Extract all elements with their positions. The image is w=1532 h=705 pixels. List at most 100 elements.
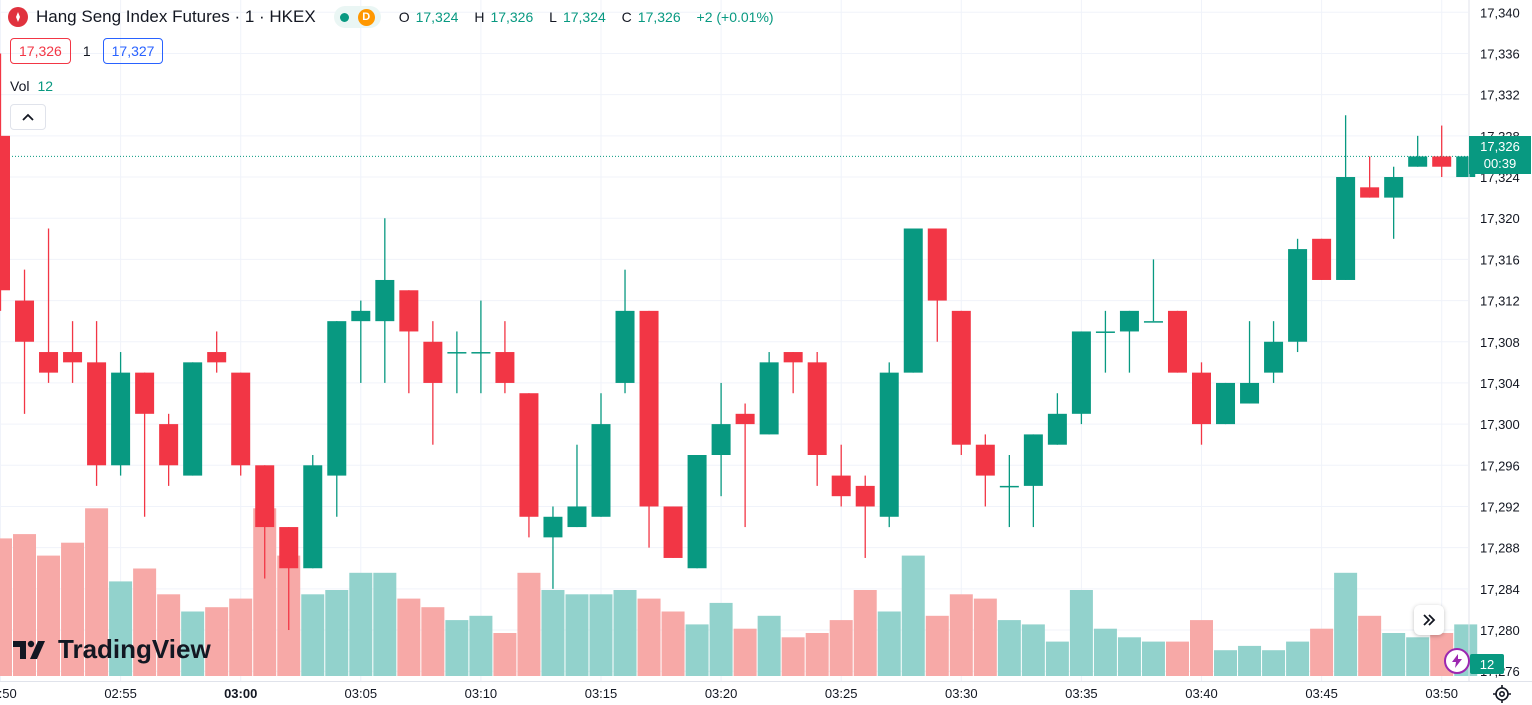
volume-bar xyxy=(1021,624,1045,676)
volume-bar xyxy=(877,611,901,676)
open-value: 17,324 xyxy=(415,9,459,25)
candle-body xyxy=(687,455,707,569)
bar-countdown: 00:39 xyxy=(1483,156,1517,171)
volume-bar xyxy=(493,633,517,676)
candle-body xyxy=(1071,331,1091,414)
time-tick-label: 03:20 xyxy=(705,686,738,701)
time-tick-label: 03:50 xyxy=(1425,686,1458,701)
volume-bar xyxy=(1190,620,1213,676)
candle-body xyxy=(735,413,755,425)
time-tick-label: 02:50 xyxy=(0,686,17,701)
candle-body xyxy=(279,527,299,569)
time-tick-label: 03:15 xyxy=(585,686,618,701)
candle-body xyxy=(591,424,611,517)
volume-bar xyxy=(589,594,613,676)
volume-bar xyxy=(1358,615,1382,676)
candle-body xyxy=(1360,187,1380,198)
candle-body xyxy=(543,516,563,538)
volume-bar xyxy=(565,594,589,676)
volume-bar xyxy=(133,568,157,676)
volume-bar xyxy=(1117,637,1141,676)
buy-button[interactable]: 17,327 xyxy=(102,38,164,64)
volume-bar xyxy=(421,607,445,676)
volume-bar xyxy=(1262,650,1286,676)
time-axis[interactable]: 02:50 02:55 03:00 03:05 03:10 03:15 03:20 03:25… xyxy=(0,681,1532,702)
time-tick-label: 03:00 xyxy=(224,686,257,701)
volume-bar xyxy=(1310,628,1334,676)
candle-body xyxy=(903,228,923,373)
candle-body xyxy=(471,352,491,354)
market-status-pill[interactable]: D xyxy=(333,6,381,28)
candle-body xyxy=(1167,310,1187,373)
price-tick-label: 17,308 xyxy=(1480,335,1520,350)
candle-body xyxy=(87,362,107,466)
volume-bar xyxy=(445,620,469,676)
close-value: 17,326 xyxy=(637,9,681,25)
volume-legend: Vol 12 xyxy=(10,78,53,94)
candle-body xyxy=(231,372,251,466)
price-tick-label: 17,280 xyxy=(1480,623,1520,638)
time-tick-label: 03:05 xyxy=(345,686,378,701)
candle-body xyxy=(1432,156,1452,167)
price-axis[interactable]: 17,27617,28017,28417,28817,29217,29617,3… xyxy=(1468,0,1520,681)
volume-bar xyxy=(781,637,805,676)
collapse-legend-button[interactable] xyxy=(10,104,46,130)
candle-body xyxy=(0,135,10,291)
candle-body xyxy=(255,465,275,528)
candle-body xyxy=(615,310,635,383)
candle-body xyxy=(1119,310,1139,332)
volume-bar xyxy=(205,607,229,676)
candle-body xyxy=(663,506,683,558)
candle-body xyxy=(1240,382,1260,404)
sell-button[interactable]: 17,326 xyxy=(10,38,71,64)
last-price-value: 17,326 xyxy=(1480,139,1520,154)
time-tick-label: 03:30 xyxy=(945,686,978,701)
volume-bar xyxy=(301,594,325,676)
last-price-label: 17,326 00:39 xyxy=(1469,136,1531,174)
candle-body xyxy=(447,352,467,354)
volume-bar xyxy=(901,555,925,676)
double-chevron-right-icon xyxy=(1423,614,1436,626)
price-tick-label: 17,320 xyxy=(1480,211,1520,226)
volume-bars xyxy=(0,508,1478,676)
candles xyxy=(0,53,1476,631)
candle-body xyxy=(1216,382,1236,425)
low-value: 17,324 xyxy=(562,9,606,25)
tradingview-watermark[interactable]: TradingView xyxy=(12,634,211,665)
price-tick-label: 17,340 xyxy=(1480,5,1520,20)
candle-body xyxy=(783,352,803,363)
volume-bar xyxy=(925,615,949,676)
volume-bar xyxy=(1141,641,1165,676)
time-tick-label: 03:45 xyxy=(1305,686,1338,701)
candle-body xyxy=(1264,341,1284,373)
high-label: H xyxy=(474,9,485,25)
volume-bar xyxy=(541,590,565,676)
volume-bar xyxy=(757,615,781,676)
volume-bar xyxy=(949,594,973,676)
candle-body xyxy=(951,310,971,445)
time-tick-label: 03:10 xyxy=(465,686,498,701)
candle-body xyxy=(351,310,371,322)
volume-bar xyxy=(1382,633,1406,676)
lightning-icon[interactable] xyxy=(1444,648,1470,674)
order-quantity[interactable]: 1 xyxy=(82,43,91,59)
candle-body xyxy=(1023,434,1043,486)
volume-bar xyxy=(637,598,661,676)
candle-body xyxy=(1143,321,1163,323)
scroll-to-realtime-button[interactable] xyxy=(1414,605,1444,635)
settings-gear-icon[interactable] xyxy=(1492,684,1512,704)
symbol-title[interactable]: Hang Seng Index Futures · 1 · HKEX xyxy=(36,7,316,26)
candle-body xyxy=(15,300,35,342)
candle-body xyxy=(1312,238,1332,280)
candle-body xyxy=(759,362,779,435)
candle-body xyxy=(495,352,515,383)
volume-bar xyxy=(709,602,733,676)
candle-body xyxy=(519,393,539,517)
volume-bar xyxy=(469,615,493,676)
open-label: O xyxy=(398,9,410,25)
volume-bar xyxy=(109,581,133,676)
volume-bar xyxy=(1165,641,1189,676)
low-label: L xyxy=(549,9,557,25)
chevron-up-icon xyxy=(22,113,34,121)
